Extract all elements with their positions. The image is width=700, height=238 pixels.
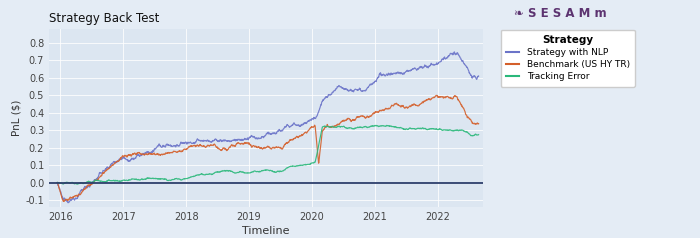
Text: ❧ S E S A M m: ❧ S E S A M m bbox=[514, 7, 607, 20]
X-axis label: Timeline: Timeline bbox=[242, 226, 290, 236]
Text: Strategy Back Test: Strategy Back Test bbox=[49, 12, 160, 25]
Y-axis label: PnL ($): PnL ($) bbox=[11, 100, 21, 136]
Legend: Strategy with NLP, Benchmark (US HY TR), Tracking Error: Strategy with NLP, Benchmark (US HY TR),… bbox=[500, 30, 636, 87]
